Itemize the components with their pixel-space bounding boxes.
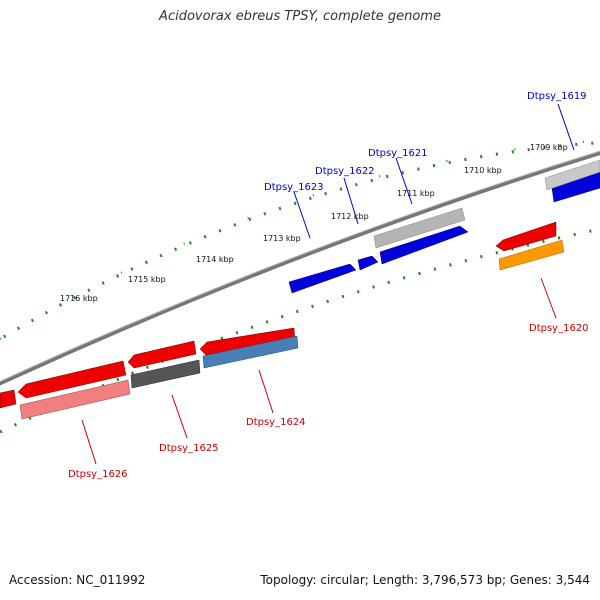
map-title: Acidovorax ebreus TPSY, complete genome: [159, 9, 441, 24]
leader-1623: [293, 191, 311, 239]
genome-backbone: [0, 150, 600, 386]
gene-label-1625[interactable]: Dtpsy_1625: [159, 443, 219, 454]
cog-1620-bar[interactable]: [498, 239, 565, 271]
leader-1622: [343, 177, 359, 225]
gene-labels: Dtpsy_1619 Dtpsy_1621 Dtpsy_1622 Dtpsy_1…: [68, 91, 589, 480]
scale-tick-labels: 1709 kbp 1710 kbp 1711 kbp 1712 kbp 1713…: [60, 143, 568, 303]
cog-plus-track: [373, 159, 600, 249]
leader-1619: [557, 103, 575, 151]
tick-label-1714: 1714 kbp: [196, 255, 234, 264]
gene-label-1626[interactable]: Dtpsy_1626: [68, 469, 128, 480]
gene-1625-arrow[interactable]: [127, 340, 197, 369]
cog-1621-bar[interactable]: [373, 207, 466, 249]
gene-left-edge-arrow[interactable]: [0, 389, 17, 409]
plus-strand-track: [288, 171, 600, 294]
gene-1626-arrow[interactable]: [17, 360, 127, 399]
minus-strand-track: [0, 221, 557, 409]
topology-summary-text: Topology: circular; Length: 3,796,573 bp…: [260, 573, 590, 587]
leader-1624: [258, 369, 274, 414]
accession-text: Accession: NC_011992: [9, 573, 146, 587]
tick-label-1711: 1711 kbp: [397, 189, 435, 198]
leader-1625: [171, 394, 188, 439]
gene-label-1624[interactable]: Dtpsy_1624: [246, 417, 306, 428]
cog-minus-track: [19, 239, 565, 420]
leader-1626: [81, 419, 97, 465]
gene-1621-arrow[interactable]: [379, 225, 469, 265]
gene-1622-arrow[interactable]: [357, 255, 379, 271]
tick-label-1716: 1716 kbp: [60, 294, 98, 303]
leader-1621: [395, 157, 413, 205]
gene-1623-arrow[interactable]: [288, 263, 357, 294]
leader-1620: [540, 277, 557, 319]
genome-backbone-highlight: [0, 150, 600, 382]
tick-label-1710: 1710 kbp: [464, 166, 502, 175]
gene-label-1623[interactable]: Dtpsy_1623: [264, 182, 324, 193]
gene-label-1622[interactable]: Dtpsy_1622: [315, 166, 375, 177]
tick-label-1715: 1715 kbp: [128, 275, 166, 284]
cog-1625-bar[interactable]: [130, 359, 201, 389]
gene-1620-arrow[interactable]: [495, 221, 557, 252]
cog-1619-bar[interactable]: [544, 159, 600, 191]
tick-label-1709: 1709 kbp: [530, 143, 568, 152]
cog-1626-bar[interactable]: [19, 379, 131, 420]
cog-1624-bar[interactable]: [202, 335, 299, 369]
tick-label-1712: 1712 kbp: [331, 212, 369, 221]
gene-label-1619[interactable]: Dtpsy_1619: [527, 91, 587, 102]
label-leaders: [81, 103, 575, 465]
gene-label-1620[interactable]: Dtpsy_1620: [529, 323, 589, 334]
tick-label-1713: 1713 kbp: [263, 234, 301, 243]
gene-label-1621[interactable]: Dtpsy_1621: [368, 148, 428, 159]
